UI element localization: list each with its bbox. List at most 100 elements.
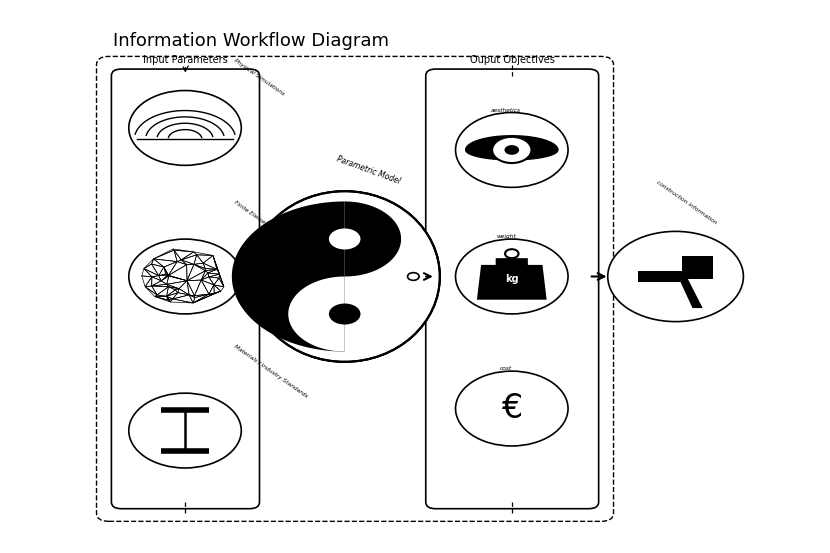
Bar [415,139,457,166]
Bar [705,0,746,2]
Bar [705,84,746,112]
Bar [208,249,250,276]
Bar [125,166,167,194]
Bar [663,359,705,387]
Bar [43,469,84,497]
Bar [498,84,539,112]
Bar [332,524,374,551]
Bar [580,0,622,2]
Circle shape [329,228,360,249]
Bar [663,414,705,441]
Bar [415,194,457,222]
Bar [539,249,580,276]
Bar [374,222,415,249]
Bar [250,304,291,331]
Bar [43,29,84,56]
Bar [167,112,208,139]
Text: Parametric Model: Parametric Model [335,154,402,186]
Bar [250,139,291,166]
Bar [332,139,374,166]
Bar [787,2,828,29]
Bar [167,166,208,194]
Bar [250,84,291,112]
Bar [125,0,167,2]
Bar [291,2,332,29]
Bar [374,166,415,194]
Bar [332,359,374,387]
Bar [705,497,746,524]
Bar [580,497,622,524]
Bar [828,194,830,222]
Bar [167,249,208,276]
Bar [622,387,663,414]
Bar [84,166,125,194]
Bar [332,29,374,56]
Bar [663,276,705,304]
Bar [374,84,415,112]
Bar [415,497,457,524]
Bar [498,359,539,387]
Bar [828,166,830,194]
Bar [539,2,580,29]
Bar [332,414,374,441]
Bar [84,276,125,304]
Bar [787,0,828,2]
Bar [374,276,415,304]
Bar [167,524,208,551]
Bar [457,222,498,249]
Bar [539,222,580,249]
Bar [787,524,828,551]
Bar [291,331,332,359]
Bar [84,497,125,524]
Bar [250,524,291,551]
Bar [332,276,374,304]
Bar [84,222,125,249]
Bar [415,56,457,84]
Bar [332,56,374,84]
Bar [457,194,498,222]
Circle shape [492,137,531,163]
Bar [498,2,539,29]
Bar [498,249,539,276]
Bar [125,414,167,441]
Bar [43,331,84,359]
Bar [622,524,663,551]
Bar [208,304,250,331]
Bar [498,469,539,497]
Bar [580,331,622,359]
Bar [332,0,374,2]
Bar [208,276,250,304]
Bar [167,0,208,2]
Bar [84,414,125,441]
Bar [84,441,125,469]
Bar [125,441,167,469]
Bar [580,276,622,304]
Bar [457,276,498,304]
Bar [746,112,787,139]
Bar [663,304,705,331]
Bar [746,0,787,2]
Text: construction information: construction information [655,180,717,226]
Bar [580,469,622,497]
Bar [415,222,457,249]
Bar [457,387,498,414]
Bar [415,414,457,441]
Bar [828,304,830,331]
Bar [208,84,250,112]
Bar [663,56,705,84]
Bar [415,387,457,414]
Bar [457,56,498,84]
Bar [539,441,580,469]
Bar [208,387,250,414]
Bar [415,112,457,139]
Bar [622,112,663,139]
Bar [787,497,828,524]
Bar [250,387,291,414]
Bar [663,112,705,139]
Bar [250,469,291,497]
Bar [787,249,828,276]
Bar [622,222,663,249]
Bar [332,304,374,331]
Bar [622,194,663,222]
Bar [43,112,84,139]
